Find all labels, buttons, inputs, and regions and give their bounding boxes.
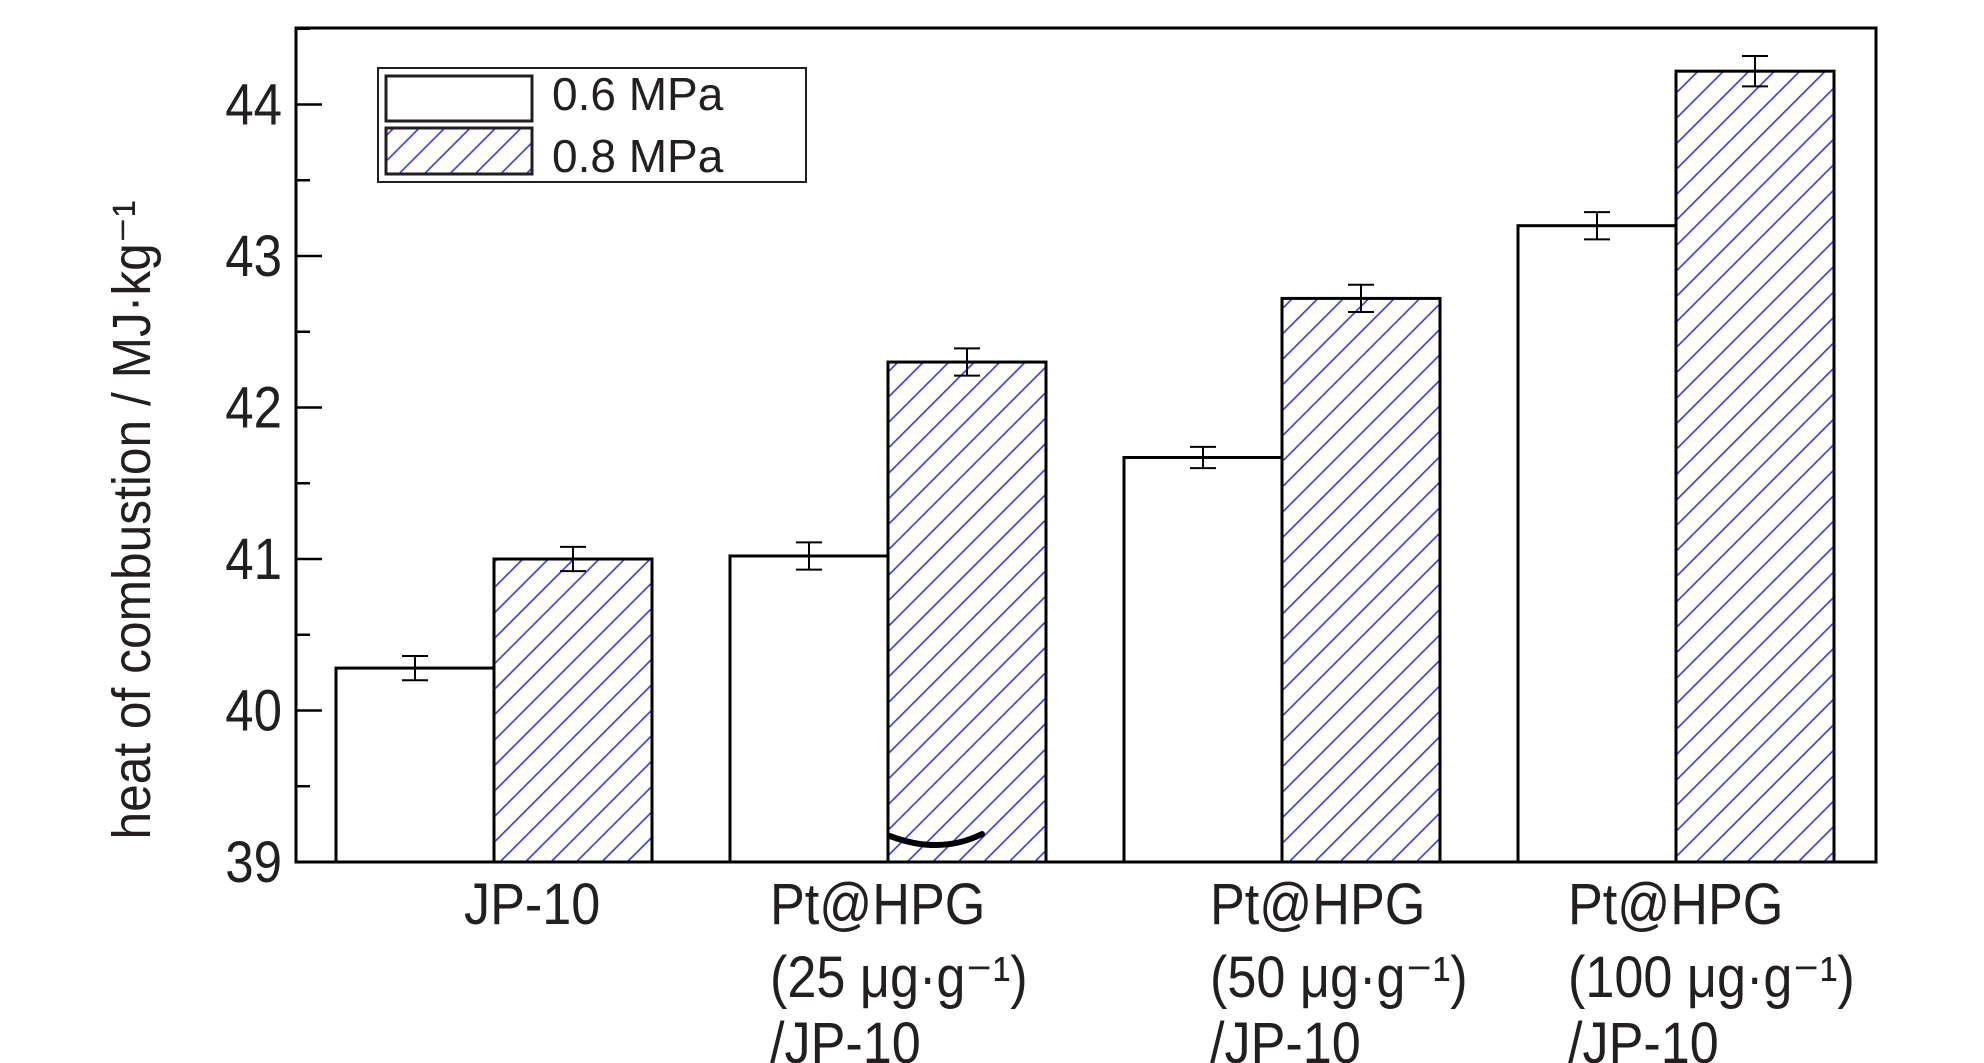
bar-0-6-mpa-2 [1122,455,1284,864]
y-tick-label: 40 [225,678,282,743]
x-category-label: Pt@HPG [1210,871,1425,936]
x-category-label: /JP-10 [770,1010,921,1063]
bars [334,55,1836,864]
bar-0-8-mpa-0 [492,557,654,864]
bar-0-6-mpa-3 [1516,224,1678,864]
legend-label-0-8-mpa: 0.8 MPa [552,130,724,182]
x-category-label: (100 μg·g⁻¹) [1568,944,1855,1009]
x-category-label: /JP-10 [1568,1010,1719,1063]
bar-0-6-mpa-1 [728,554,890,864]
y-tick-label: 39 [225,830,282,895]
error-bar [1190,445,1216,470]
error-bar [1742,55,1768,88]
y-axis: 39 40 41 42 43 44 [225,27,322,895]
bar-0-8-mpa-2 [1280,296,1442,864]
error-bar [560,545,586,573]
stray-mark [887,831,985,848]
bar-0-8-mpa-3 [1674,69,1836,864]
y-tick-label: 43 [225,224,282,289]
legend-swatch-0-8-mpa [384,126,534,176]
plot-frame [294,26,1878,864]
error-bar [954,347,980,377]
legend: 0.6 MPa 0.8 MPa [377,67,807,183]
bar-0-8-mpa-1 [886,360,1048,864]
x-category-label: /JP-10 [1210,1010,1361,1063]
error-bar [1584,211,1610,241]
legend-label-0-6-mpa: 0.6 MPa [552,68,724,120]
x-category-label: (25 μg·g⁻¹) [770,944,1028,1009]
x-category-label: Pt@HPG [1568,871,1783,936]
y-tick-label: 42 [225,375,282,440]
plot-area [294,26,1878,864]
x-category-label: Pt@HPG [770,871,985,936]
y-axis-label: heat of combustion / MJ·kg⁻¹ [101,200,161,839]
error-bar [402,654,428,682]
error-bar [1348,283,1374,314]
legend-swatch-0-6-mpa [384,74,534,123]
error-bar [796,541,822,571]
x-category-label: JP-10 [464,871,600,936]
y-tick-label: 41 [225,527,282,592]
bar-0-6-mpa-0 [334,666,496,864]
x-category-label: (50 μg·g⁻¹) [1210,944,1468,1009]
y-tick-label: 44 [225,72,282,137]
